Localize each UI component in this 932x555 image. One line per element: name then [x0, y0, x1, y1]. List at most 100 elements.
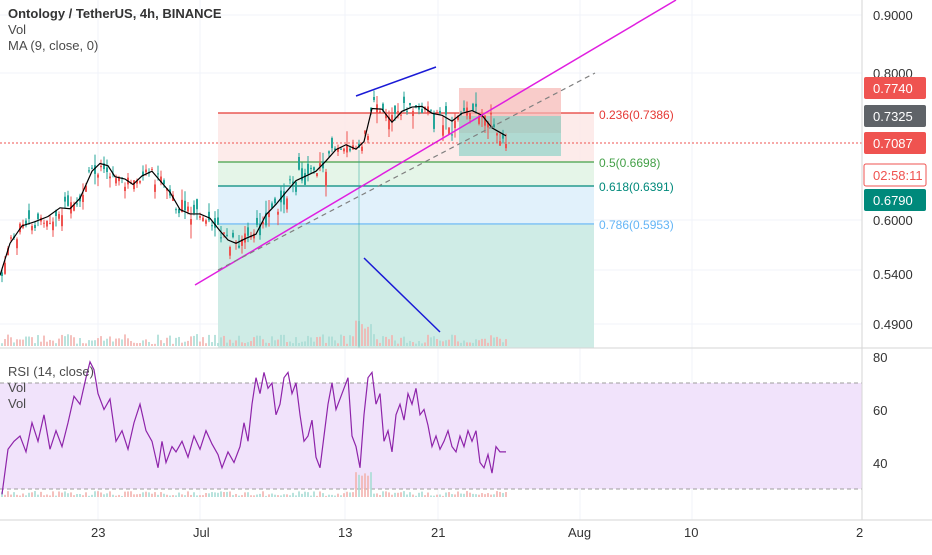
rsi-volume-bar [256, 494, 258, 497]
rsi-volume-bar [46, 494, 48, 497]
fib-label-0618: 0.618(0.6391) [599, 180, 674, 194]
volume-bar [403, 336, 405, 346]
volume-bar [277, 339, 279, 346]
rsi-volume-bar [379, 494, 381, 497]
rsi-axis[interactable]: 80 60 40 [873, 350, 887, 471]
rsi-volume-bar [340, 495, 342, 497]
rsi-volume-bar [376, 493, 378, 497]
fib-label-0236: 0.236(0.7386) [599, 108, 674, 122]
rsi-volume-bar [343, 493, 345, 497]
rsi-volume-bar [364, 473, 366, 497]
volume-bar [283, 334, 285, 346]
rsi-volume-bar [331, 494, 333, 497]
candle-body [193, 204, 195, 214]
rsi-volume-bar [97, 491, 99, 497]
rsi-volume-bar [304, 491, 306, 497]
chart-title[interactable]: Ontology / TetherUS, 4h, BINANCE [8, 6, 222, 21]
candle-body [373, 97, 375, 101]
rsi-tick: 80 [873, 350, 887, 365]
candle-body [406, 110, 408, 112]
rsi-volume-bar [457, 491, 459, 497]
candle-body [214, 218, 216, 228]
rsi-volume-bar [85, 492, 87, 497]
ascending-trendline[interactable] [194, 0, 677, 286]
rsi-volume-bar [406, 494, 408, 497]
rsi-volume-bar [496, 491, 498, 497]
candle-body [241, 239, 243, 246]
volume-bar [463, 340, 465, 346]
volume-bar [157, 334, 159, 346]
rsi-volume-bar [166, 494, 168, 497]
resistance-line[interactable] [355, 66, 437, 97]
rsi-volume-bar [250, 495, 252, 497]
volume-bar [493, 337, 495, 346]
rsi-volume-bar [55, 495, 57, 497]
rsi-volume-bar [217, 492, 219, 497]
volume-bar [205, 343, 207, 346]
candle-body [409, 103, 411, 106]
time-axis[interactable]: 23 Jul 13 21 Aug 10 2 [91, 525, 863, 540]
volume-bar [331, 336, 333, 346]
time-tick: 10 [684, 525, 698, 540]
rsi-volume-bar [67, 493, 69, 497]
rsi-volume-bar [373, 493, 375, 497]
volume-bar [238, 335, 240, 346]
candle-body [106, 167, 108, 173]
fib-label-0786: 0.786(0.5953) [599, 218, 674, 232]
volume-bar [241, 342, 243, 346]
projection-line[interactable] [363, 257, 441, 333]
rsi-volume-bar [271, 493, 273, 497]
rsi-volume-bar [103, 494, 105, 497]
drawing-tools[interactable] [194, 0, 677, 348]
rsi-vol-legend[interactable]: Vol [8, 380, 27, 395]
volume-bar [46, 341, 48, 346]
candle-body [154, 184, 156, 192]
candle-body [235, 241, 237, 243]
price-axis[interactable]: 0.90000.80000.77400.73250.708702:58:110.… [863, 8, 927, 332]
candlestick-series [1, 90, 507, 283]
candle-body [301, 168, 303, 181]
ma-legend[interactable]: MA (9, close, 0) [8, 38, 99, 53]
candle-body [388, 117, 390, 130]
candle-body [442, 125, 444, 136]
rsi-volume-bar [505, 492, 507, 497]
rsi-volume-bar [502, 492, 504, 497]
volume-bar [307, 335, 309, 346]
volume-bar [334, 340, 336, 346]
rsi-volume-bar [40, 491, 42, 497]
candle-body [349, 148, 351, 151]
volume-bar [52, 340, 54, 346]
rsi-volume-bar [313, 491, 315, 497]
candle-body [355, 147, 357, 149]
volume-bar [433, 336, 435, 346]
dashed-trendline[interactable] [217, 72, 596, 271]
candle-body [490, 112, 492, 115]
candle-body [109, 176, 111, 179]
candle-body [238, 245, 240, 248]
rsi-volume-bar [424, 495, 426, 497]
rsi-volume-bar [70, 492, 72, 497]
vol-legend[interactable]: Vol [8, 22, 27, 37]
candle-body [28, 210, 30, 219]
rsi-volume-bar [52, 491, 54, 497]
candle-body [73, 204, 75, 211]
candle-body [139, 180, 141, 183]
price-tick: 0.9000 [873, 8, 913, 23]
candle-body [49, 223, 51, 225]
rsi-title[interactable]: RSI (14, close) [8, 364, 94, 379]
candle-body [202, 217, 204, 222]
volume-bar [79, 338, 81, 346]
rsi-volume-bar [235, 493, 237, 497]
volume-bar [376, 339, 378, 346]
price-tick: 0.7740 [873, 81, 913, 96]
rsi-volume-bar [232, 495, 234, 497]
volume-bar [286, 342, 288, 346]
rsi-vol-legend-2[interactable]: Vol [8, 396, 27, 411]
rsi-volume-bar [247, 492, 249, 497]
volume-bar [43, 335, 45, 346]
rsi-volume-bar [199, 495, 201, 497]
candle-body [400, 114, 402, 116]
rsi-volume-bar [190, 494, 192, 497]
candle-body [184, 200, 186, 211]
